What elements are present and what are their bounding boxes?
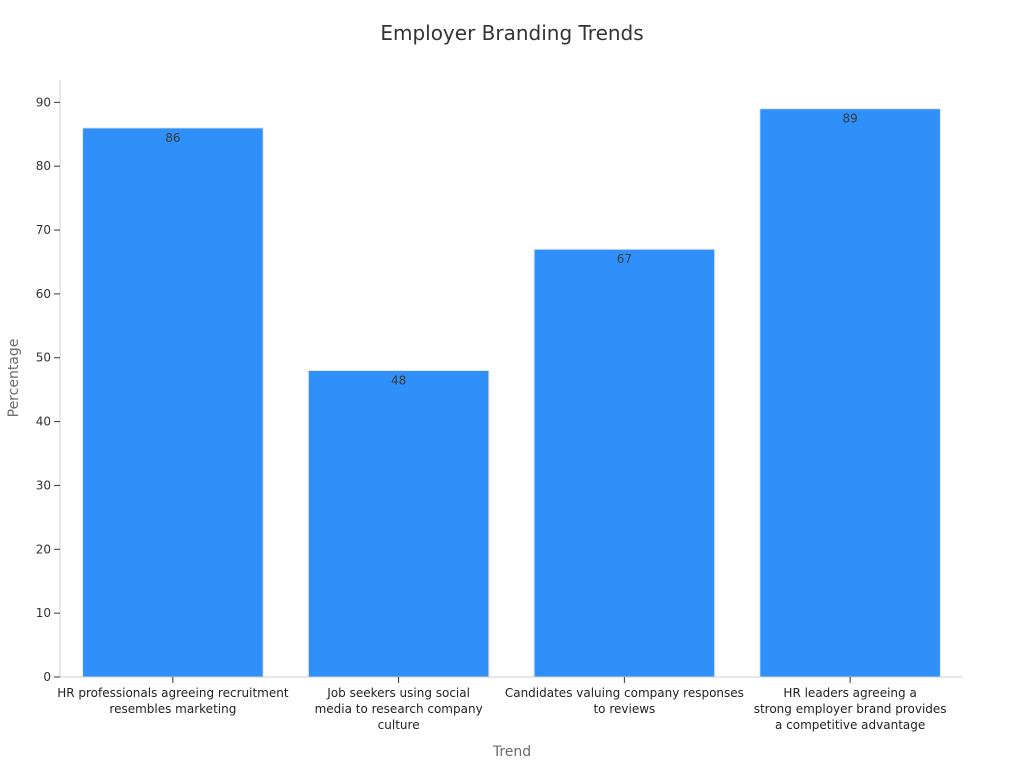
y-tick-label: 10 xyxy=(36,606,51,620)
x-tick-label-line: media to research company xyxy=(315,702,483,716)
bar xyxy=(307,370,490,678)
y-tick-label: 80 xyxy=(36,159,51,173)
y-tick-label: 90 xyxy=(36,95,51,109)
x-tick-label-line: strong employer brand provides xyxy=(754,702,947,716)
x-tick-label-line: HR leaders agreeing a xyxy=(783,686,916,700)
bar-value-label: 67 xyxy=(617,252,632,266)
x-tick-label: HR leaders agreeing a strong employer bra… xyxy=(754,686,947,732)
y-tick-label: 20 xyxy=(36,542,51,556)
y-tick-label: 40 xyxy=(36,415,51,429)
x-tick-label-line: to reviews xyxy=(593,702,655,716)
x-tick-label-line: resembles marketing xyxy=(109,702,236,716)
x-tick-label-line: a competitive advantage xyxy=(775,718,925,732)
bar xyxy=(82,127,264,678)
bar xyxy=(533,248,716,678)
x-axis: HR professionals agreeing recruitment res… xyxy=(57,676,963,732)
bars: 86 48 67 89 xyxy=(82,108,941,678)
x-tick-label-line: Candidates valuing company responses xyxy=(505,686,744,700)
x-tick-label-line: HR professionals agreeing recruitment xyxy=(57,686,289,700)
y-tick-label: 50 xyxy=(36,351,51,365)
bar xyxy=(759,108,941,678)
y-axis: 0 10 20 30 40 50 60 70 80 90 xyxy=(36,80,61,684)
x-tick-label: Candidates valuing company responses to r… xyxy=(505,686,744,716)
y-axis-title: Percentage xyxy=(6,339,22,418)
x-tick-label: HR professionals agreeing recruitment res… xyxy=(57,686,289,716)
y-tick-label: 30 xyxy=(36,478,51,492)
bar-value-label: 89 xyxy=(842,112,857,126)
x-tick-label-line: culture xyxy=(378,718,420,732)
y-tick-label: 60 xyxy=(36,287,51,301)
chart-title: Employer Branding Trends xyxy=(380,21,643,45)
x-tick-label-line: Job seekers using social xyxy=(326,686,470,700)
y-tick-label: 70 xyxy=(36,223,51,237)
x-axis-title: Trend xyxy=(492,744,531,760)
x-tick-label: Job seekers using social media to researc… xyxy=(315,686,483,732)
y-tick-label: 0 xyxy=(43,670,51,684)
bar-value-label: 48 xyxy=(391,374,406,388)
bar-value-label: 86 xyxy=(165,131,180,145)
